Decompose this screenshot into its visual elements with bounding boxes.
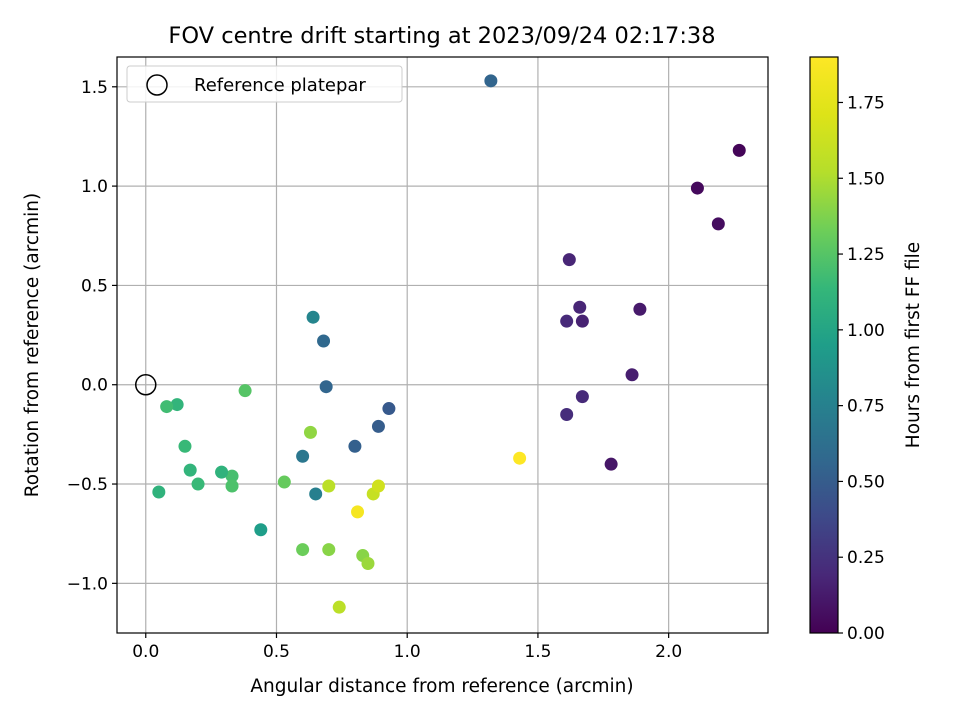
colorbar-tick-label: 0.25	[847, 548, 885, 568]
data-point	[160, 400, 174, 414]
data-point	[215, 465, 229, 479]
legend: Reference platepar	[126, 65, 403, 103]
legend-label: Reference platepar	[194, 75, 366, 96]
data-point	[170, 398, 184, 412]
x-tick-label: 0.5	[263, 642, 290, 662]
data-point	[573, 300, 587, 314]
data-point	[690, 181, 704, 195]
data-point	[575, 314, 589, 328]
data-point	[625, 368, 639, 382]
data-point	[633, 302, 647, 316]
data-point	[306, 310, 320, 324]
y-axis-ticks: −1.0 −0.5 0.0 0.5 1.0 1.5	[67, 78, 117, 594]
data-point	[303, 425, 317, 439]
x-axis-ticks: 0.0 0.5 1.0 1.5 2.0	[132, 633, 682, 662]
data-point	[322, 543, 336, 557]
colorbar-label: Hours from first FF file	[903, 242, 924, 448]
y-tick-label: 0.5	[81, 276, 108, 296]
legend-box	[126, 65, 403, 103]
data-point	[322, 479, 336, 493]
data-point	[319, 380, 333, 394]
colorbar-tick-label: 1.25	[847, 245, 885, 265]
data-point	[254, 523, 268, 537]
data-point	[562, 253, 576, 267]
colorbar-gradient	[810, 57, 838, 633]
data-point	[382, 402, 396, 416]
colorbar-tick-label: 1.00	[847, 321, 885, 341]
y-axis-label: Rotation from reference (arcmin)	[22, 193, 43, 497]
data-point	[178, 439, 192, 453]
y-tick-label: −1.0	[67, 574, 108, 594]
data-point	[238, 384, 252, 398]
y-tick-label: 0.0	[81, 376, 108, 396]
data-point	[296, 449, 310, 463]
legend-marker	[146, 74, 168, 96]
data-point	[348, 439, 362, 453]
data-point	[371, 419, 385, 433]
colorbar-tick-label: 0.00	[847, 624, 885, 644]
colorbar: 0.00 0.25 0.50 0.75 1.00 1.25 1.50 1.75 Hours f…	[809, 56, 924, 644]
data-point	[225, 469, 239, 483]
y-tick-label: 1.0	[81, 177, 108, 197]
data-point	[560, 408, 574, 422]
colorbar-tick-label: 0.75	[847, 397, 885, 417]
reference-platepar-marker	[135, 373, 157, 396]
y-tick-label: 1.5	[81, 78, 108, 98]
data-point	[152, 485, 166, 499]
data-point	[484, 74, 498, 88]
data-point	[604, 457, 618, 471]
plot-frame	[116, 56, 769, 634]
colorbar-frame	[809, 56, 839, 634]
x-tick-label: 0.0	[132, 642, 159, 662]
data-points	[135, 74, 746, 614]
data-point	[513, 451, 527, 465]
data-point	[183, 463, 197, 477]
data-point	[575, 390, 589, 404]
data-point	[317, 334, 331, 348]
colorbar-ticks: 0.00 0.25 0.50 0.75 1.00 1.25 1.50 1.75	[838, 93, 885, 644]
colorbar-tick-label: 1.75	[847, 93, 885, 113]
data-point	[560, 314, 574, 328]
grid	[117, 57, 768, 633]
chart-title: FOV centre drift starting at 2023/09/24 …	[168, 23, 715, 49]
data-point	[351, 505, 365, 519]
data-point	[371, 479, 385, 493]
data-point	[225, 479, 239, 493]
x-tick-label: 1.5	[524, 642, 551, 662]
data-point	[332, 600, 346, 614]
data-point	[191, 477, 205, 491]
data-point	[732, 143, 746, 157]
data-point	[309, 487, 323, 501]
colorbar-tick-label: 1.50	[847, 169, 885, 189]
data-point	[711, 217, 725, 231]
x-tick-label: 1.0	[394, 642, 421, 662]
colorbar-tick-label: 0.50	[847, 472, 885, 492]
y-tick-label: −0.5	[67, 475, 108, 495]
data-point	[296, 543, 310, 557]
x-tick-label: 2.0	[655, 642, 682, 662]
x-axis-label: Angular distance from reference (arcmin)	[250, 676, 633, 697]
data-point	[277, 475, 291, 489]
data-point	[361, 556, 375, 570]
